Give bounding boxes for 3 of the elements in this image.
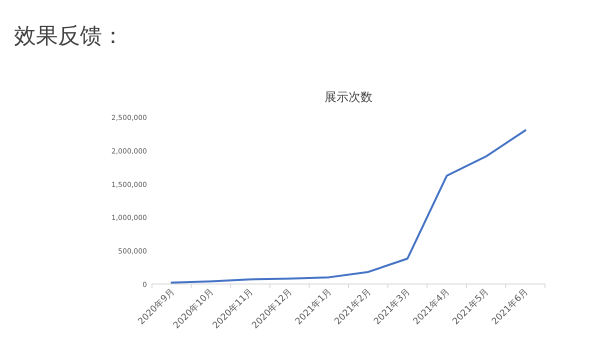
chart-subtitle: 展示次数 (324, 90, 372, 104)
line-series (170, 129, 526, 284)
chart-title: 效果反馈： (14, 24, 124, 49)
